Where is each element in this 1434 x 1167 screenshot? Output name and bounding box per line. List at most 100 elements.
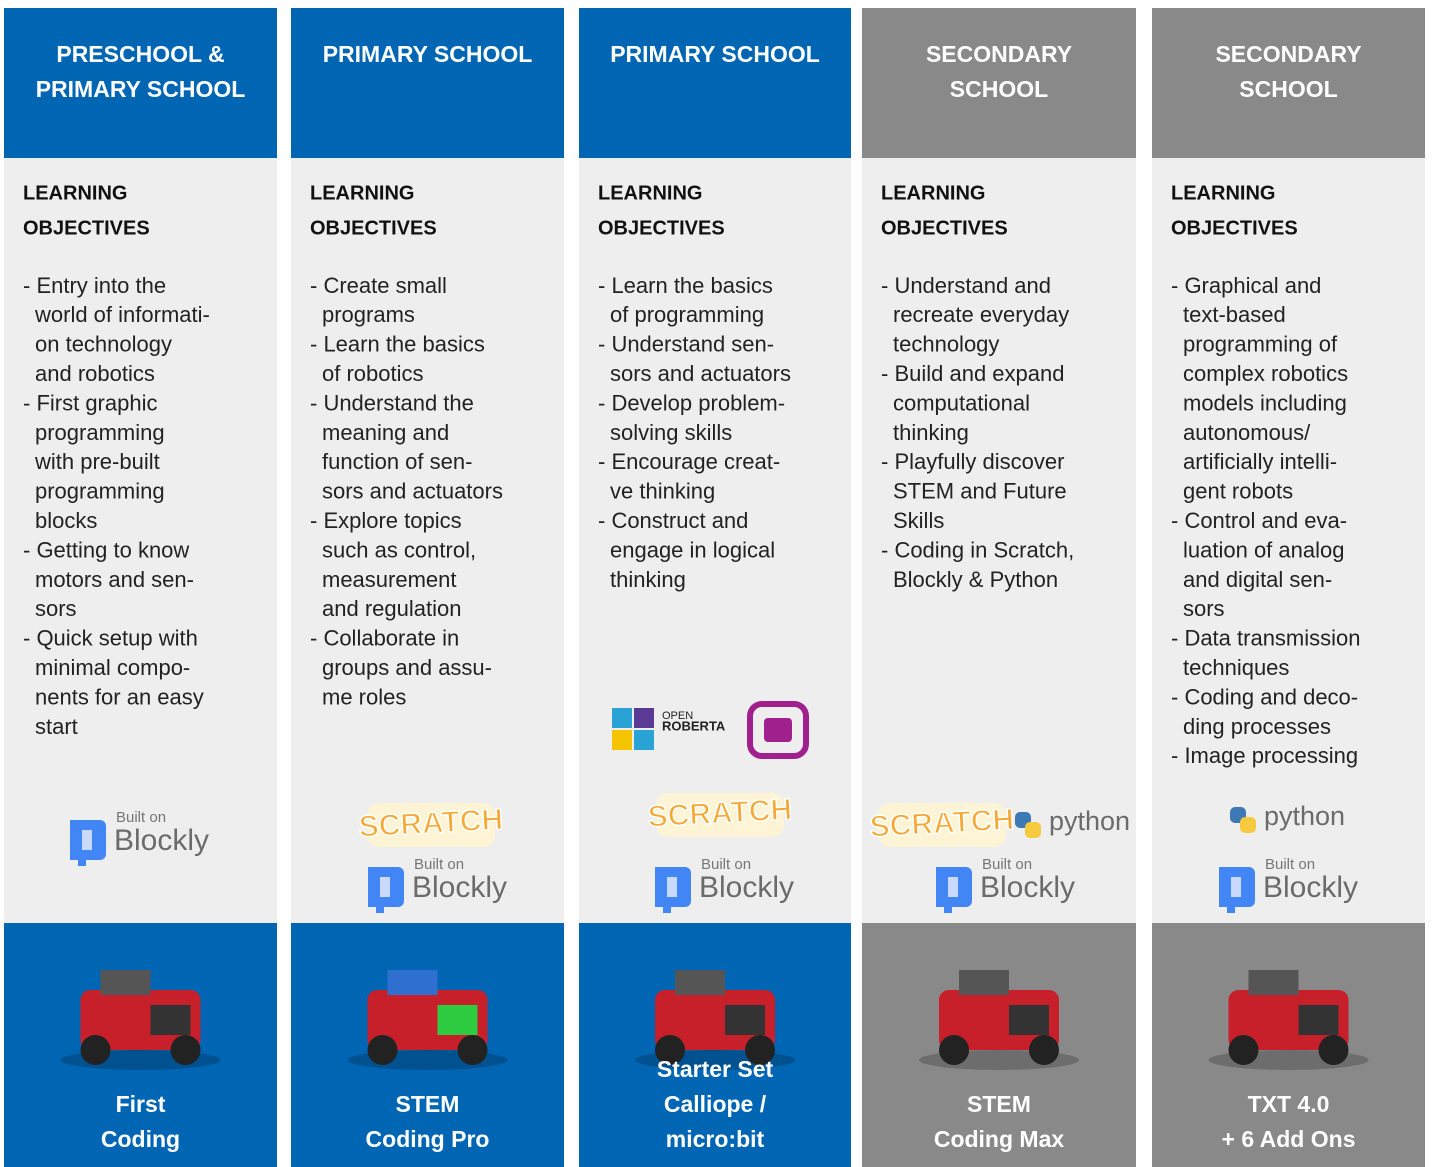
objectives-title: OBJECTIVES — [881, 217, 1008, 239]
objective-item: - Coding and deco- — [1171, 684, 1358, 709]
objectives-title: OBJECTIVES — [598, 217, 725, 239]
objective-item: - Develop problem- — [598, 390, 785, 415]
objective-item: - Learn the basics — [310, 332, 485, 357]
objective-item: computational — [893, 390, 1030, 415]
objective-item: - Entry into the — [23, 273, 166, 298]
python-icon-bottom — [1025, 822, 1041, 838]
blockly-name: Blockly — [412, 871, 507, 904]
objective-item: - Coding in Scratch, — [881, 537, 1074, 562]
product-part — [1248, 970, 1299, 995]
product-part — [675, 970, 725, 995]
objective-item: start — [35, 714, 78, 739]
blockly-built-on: Built on — [701, 856, 751, 873]
product-name: First — [116, 1091, 166, 1117]
blockly-name: Blockly — [980, 871, 1075, 904]
objective-item: of programming — [610, 302, 764, 327]
objective-item: thinking — [610, 567, 686, 592]
product-part — [150, 1005, 191, 1035]
product-name: Starter Set — [657, 1056, 774, 1082]
objective-item: programming of — [1183, 332, 1338, 357]
column-header-text: PRIMARY SCHOOL — [323, 41, 533, 67]
objective-item: - Create small — [310, 273, 447, 298]
blockly-built-on: Built on — [414, 856, 464, 873]
product-name: Coding Max — [934, 1126, 1065, 1152]
objectives-title: LEARNING — [598, 182, 702, 204]
objective-item: sors and actuators — [322, 479, 503, 504]
column-header-text: SECONDARY — [1215, 41, 1361, 67]
product-name: micro:bit — [666, 1126, 765, 1152]
product-name: TXT 4.0 — [1248, 1091, 1330, 1117]
objective-item: ding processes — [1183, 714, 1331, 739]
objective-item: solving skills — [610, 420, 732, 445]
blockly-built-on: Built on — [982, 856, 1032, 873]
objective-item: sors — [1183, 596, 1225, 621]
objective-item: - Data transmission — [1171, 626, 1361, 651]
column-header — [862, 8, 1136, 158]
scratch-bg — [878, 803, 1006, 847]
column-header-text: PRIMARY SCHOOL — [610, 41, 820, 67]
objectives-title: LEARNING — [881, 182, 985, 204]
objective-item: - Quick setup with — [23, 626, 198, 651]
objective-item: - Playfully discover — [881, 449, 1064, 474]
objective-item: nents for an easy — [35, 684, 204, 709]
objective-item: programming — [35, 479, 165, 504]
objective-item: me roles — [322, 684, 406, 709]
blockly-icon-notch — [667, 877, 677, 897]
objective-item: measurement — [322, 567, 457, 592]
objective-item: function of sen- — [322, 449, 472, 474]
objective-item: text-based — [1183, 302, 1286, 327]
objective-item: motors and sen- — [35, 567, 194, 592]
product-name: Coding Pro — [366, 1126, 490, 1152]
objective-item: - Understand and — [881, 273, 1051, 298]
objectives-title: LEARNING — [1171, 182, 1275, 204]
scratch-bg — [656, 793, 784, 837]
objective-item: Blockly & Python — [893, 567, 1058, 592]
objective-item: and digital sen- — [1183, 567, 1332, 592]
objective-item: world of informati- — [34, 302, 210, 327]
objective-item: Skills — [893, 508, 944, 533]
objective-item: technology — [893, 332, 999, 357]
product-name: + 6 Add Ons — [1222, 1126, 1356, 1152]
objective-item: such as control, — [322, 537, 476, 562]
column-body — [4, 158, 277, 923]
objective-item: groups and assu- — [322, 655, 492, 680]
column-body — [291, 158, 564, 923]
product-wheel — [170, 1035, 201, 1065]
product-wheel — [80, 1035, 111, 1065]
blockly-icon-notch — [380, 877, 390, 897]
product-wheel — [1228, 1035, 1259, 1065]
objective-item: - Understand the — [310, 390, 474, 415]
objective-item: - Graphical and — [1171, 273, 1321, 298]
column-header — [4, 8, 277, 158]
product-part — [725, 1005, 765, 1035]
product-wheel — [745, 1035, 775, 1065]
python-name: python — [1049, 806, 1130, 836]
objectives-title: OBJECTIVES — [1171, 217, 1298, 239]
objective-item: and robotics — [35, 361, 155, 386]
product-part — [437, 1005, 478, 1035]
blockly-name: Blockly — [1263, 871, 1358, 904]
roberta-name: ROBERTA — [662, 718, 726, 733]
column-header-text: PRESCHOOL & — [56, 41, 224, 67]
objective-item: sors and actuators — [610, 361, 791, 386]
product-part — [959, 970, 1009, 995]
column-body — [1152, 158, 1425, 923]
roberta-open: OPEN — [662, 710, 693, 722]
objective-item: - Getting to know — [23, 537, 189, 562]
objective-item: luation of analog — [1183, 537, 1344, 562]
objective-item: autonomous/ — [1183, 420, 1311, 445]
blockly-name: Blockly — [699, 871, 794, 904]
objective-item: blocks — [35, 508, 97, 533]
objective-item: thinking — [893, 420, 969, 445]
objective-item: gent robots — [1183, 479, 1293, 504]
objective-item: sors — [35, 596, 77, 621]
objective-item: models including — [1183, 390, 1347, 415]
blockly-built-on: Built on — [1265, 856, 1315, 873]
product-wheel — [939, 1035, 969, 1065]
blockly-icon-notch — [82, 830, 92, 850]
objective-item: - Image processing — [1171, 743, 1358, 768]
column-header — [291, 8, 564, 158]
product-part — [1298, 1005, 1339, 1035]
objective-item: minimal compo- — [35, 655, 190, 680]
